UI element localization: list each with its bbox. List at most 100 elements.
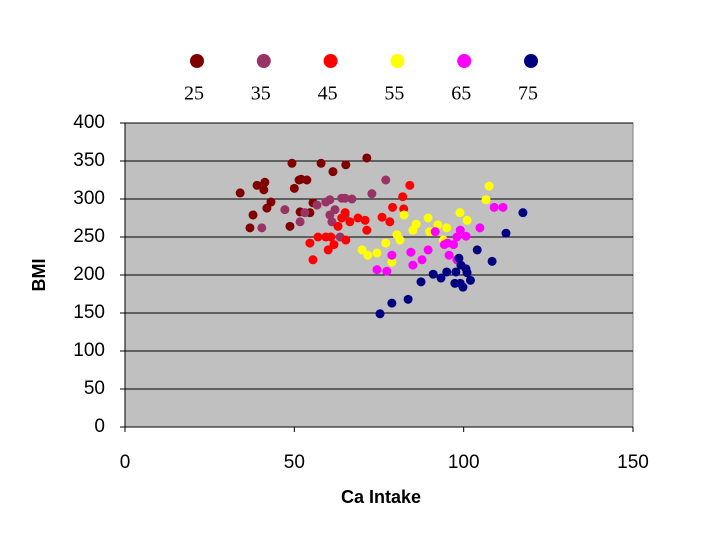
point	[308, 255, 318, 265]
y-tick-label: 300	[73, 188, 105, 209]
point	[398, 192, 408, 202]
y-tick-label: 250	[73, 226, 105, 247]
point	[455, 208, 465, 218]
point	[285, 221, 295, 231]
point	[458, 282, 468, 292]
x-tick-label: 150	[617, 452, 649, 473]
point	[423, 213, 433, 223]
point	[387, 298, 397, 308]
point	[235, 188, 245, 198]
point	[340, 193, 350, 203]
point	[362, 225, 372, 235]
point	[341, 160, 351, 170]
point	[399, 210, 409, 220]
point	[436, 273, 446, 283]
point	[387, 250, 397, 260]
point	[430, 227, 440, 237]
point	[518, 208, 528, 218]
point	[362, 153, 372, 163]
point	[462, 215, 472, 225]
point	[363, 250, 373, 260]
y-tick-label: 50	[84, 378, 105, 399]
x-tick-label: 50	[284, 452, 305, 473]
x-tick-label: 0	[120, 452, 131, 473]
point	[442, 267, 452, 277]
point	[341, 235, 351, 245]
y-tick-label: 0	[94, 416, 105, 437]
point	[287, 158, 297, 168]
y-axis-title: BMI	[29, 259, 49, 292]
point	[375, 309, 385, 319]
point	[498, 202, 508, 212]
point	[259, 185, 269, 195]
point	[300, 208, 310, 218]
point	[328, 167, 338, 177]
point	[451, 267, 461, 277]
y-tick-label: 350	[73, 150, 105, 171]
point	[455, 225, 465, 235]
point	[372, 248, 382, 258]
point	[262, 203, 272, 213]
point	[377, 212, 387, 222]
point	[416, 277, 426, 287]
point	[245, 223, 255, 233]
point	[316, 158, 326, 168]
point	[481, 195, 491, 205]
point	[325, 195, 335, 205]
point	[472, 245, 482, 255]
point	[484, 181, 494, 191]
legend-marker	[390, 54, 405, 68]
point	[501, 228, 511, 238]
point	[260, 177, 270, 187]
x-axis-title: Ca Intake	[341, 487, 421, 507]
point	[475, 223, 485, 233]
legend-marker	[256, 54, 271, 68]
point	[340, 208, 350, 218]
point	[456, 260, 466, 270]
legend-label: 65	[451, 83, 471, 105]
point	[449, 240, 459, 250]
point	[280, 205, 290, 215]
point	[450, 278, 460, 288]
point	[442, 223, 452, 233]
point	[333, 221, 343, 231]
point	[345, 217, 355, 227]
point	[417, 255, 427, 265]
point	[489, 202, 499, 212]
x-tick-label: 100	[448, 452, 480, 473]
point	[289, 183, 299, 193]
point	[411, 219, 421, 229]
y-tick-label: 150	[73, 302, 105, 323]
legend-label: 35	[251, 83, 271, 105]
legend-marker	[190, 54, 204, 68]
point	[325, 210, 335, 220]
point	[381, 238, 391, 248]
point	[357, 245, 367, 255]
y-tick-label: 200	[73, 264, 105, 285]
point	[326, 232, 336, 242]
legend-marker	[323, 54, 338, 68]
point	[465, 275, 475, 285]
point	[452, 232, 462, 242]
point	[313, 232, 323, 242]
point	[388, 202, 398, 212]
point	[423, 245, 433, 255]
legend-label: 75	[518, 83, 538, 105]
point	[381, 175, 391, 185]
point	[360, 215, 370, 225]
point	[367, 189, 377, 199]
point	[395, 235, 405, 245]
point	[406, 247, 416, 257]
point	[347, 194, 357, 204]
point	[248, 210, 258, 220]
point	[372, 265, 382, 275]
point	[385, 217, 395, 227]
point	[305, 238, 315, 248]
point	[296, 174, 306, 184]
legend-label: 55	[384, 83, 404, 105]
point	[387, 257, 397, 267]
point	[487, 256, 497, 266]
point	[461, 231, 471, 241]
point	[454, 253, 464, 263]
